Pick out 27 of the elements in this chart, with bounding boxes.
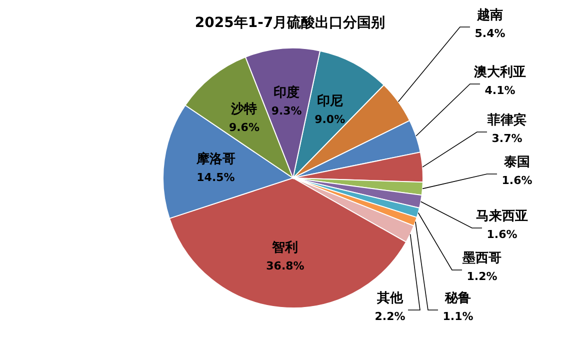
data-label: 2.2% [374, 310, 406, 323]
slice-label: 其他 [376, 291, 404, 306]
slice-label: 墨西哥 [462, 251, 502, 266]
data-label: 3.7% [492, 132, 522, 145]
slice-label: 越南 [476, 8, 503, 23]
slice-label: 沙特 [230, 102, 258, 118]
slice-label: 印度 [274, 84, 300, 100]
data-label: 9.6% [228, 121, 260, 134]
slice-label: 印尼 [316, 93, 343, 110]
data-label: 14.5% [196, 171, 235, 184]
slice-label: 摩洛哥 [195, 151, 236, 168]
data-label: 1.2% [466, 270, 498, 283]
slice-label: 泰国 [503, 155, 530, 170]
data-label: 1.6% [486, 228, 518, 241]
slice-label: 马来西亚 [476, 209, 528, 224]
data-label: 1.6% [502, 174, 532, 187]
data-label: 5.4% [474, 27, 506, 40]
data-label: 4.1% [484, 84, 516, 97]
slice-label: 秘鲁 [444, 290, 471, 306]
slice-label: 智利 [271, 240, 298, 256]
text: 2025年1-7月硫酸出口分国别 [194, 14, 386, 31]
slice-label: 澳大利亚 [473, 64, 526, 80]
data-label: 36.8% [266, 260, 304, 273]
data-label: 1.1% [442, 310, 474, 323]
slice-label: 菲律宾 [486, 112, 526, 128]
data-label: 9.0% [314, 113, 346, 126]
data-label: 9.3% [271, 104, 302, 118]
